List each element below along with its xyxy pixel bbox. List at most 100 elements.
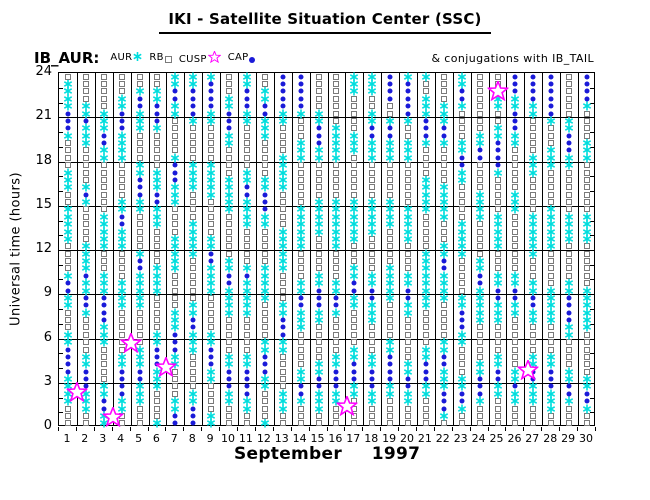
marker-rb [226, 405, 232, 412]
marker-cap [101, 295, 107, 301]
marker-aur [350, 263, 359, 273]
marker-cap [566, 391, 572, 397]
marker-rb [512, 147, 519, 154]
marker-rb [369, 95, 376, 102]
marker-aur [189, 72, 198, 82]
marker-rb [369, 103, 376, 110]
marker-cap [119, 369, 125, 375]
marker-rb [458, 199, 465, 206]
gridline-v [310, 73, 311, 425]
marker-aur [135, 109, 144, 119]
marker-cap [423, 361, 429, 367]
marker-rb [208, 132, 215, 139]
marker-rb [315, 88, 322, 95]
marker-rb [476, 324, 483, 331]
legend-item-rb: RB [149, 52, 172, 64]
marker-cap [137, 192, 142, 198]
marker-rb [208, 294, 215, 301]
marker-rb [476, 420, 483, 427]
marker-cap [83, 118, 89, 124]
marker-rb [405, 420, 411, 427]
marker-aur [350, 197, 359, 207]
marker-rb [494, 346, 501, 353]
marker-aur [242, 109, 251, 119]
marker-cap [137, 103, 142, 109]
day-label: 26 [507, 432, 522, 445]
marker-rb [584, 353, 590, 360]
marker-cap [530, 96, 536, 102]
marker-rb [243, 147, 250, 154]
marker-rb [422, 235, 429, 242]
marker-rb [387, 235, 394, 242]
marker-rb [566, 258, 573, 265]
marker-cap [566, 383, 572, 389]
rb-square-icon [164, 56, 172, 63]
marker-rb [422, 317, 429, 324]
marker-cap [119, 111, 125, 117]
marker-rb [172, 125, 179, 132]
marker-aur [242, 197, 251, 207]
marker-cap [280, 103, 286, 109]
marker-aur [403, 116, 413, 126]
marker-rb [190, 206, 197, 213]
marker-aur [582, 286, 592, 296]
cap-dot-icon [249, 57, 256, 63]
y-minor-tick [59, 191, 63, 192]
marker-rb [64, 199, 71, 206]
x-tick [94, 427, 95, 431]
marker-rb [530, 191, 537, 198]
marker-aur [260, 175, 269, 185]
marker-aur [135, 160, 144, 170]
marker-cap [262, 192, 268, 198]
marker-rb [548, 258, 555, 265]
gridline-v [149, 73, 150, 425]
y-minor-tick [59, 324, 63, 325]
marker-rb [440, 88, 447, 95]
y-minor-tick [59, 279, 63, 280]
marker-rb [261, 235, 268, 242]
marker-aur [296, 109, 305, 119]
gridline-h [59, 206, 594, 207]
marker-aur [260, 263, 269, 273]
marker-rb [333, 73, 340, 80]
marker-aur [403, 389, 413, 399]
marker-rb [226, 317, 232, 324]
marker-rb [100, 162, 107, 169]
marker-cap [423, 369, 429, 375]
marker-rb [422, 309, 429, 316]
marker-rb [172, 132, 179, 139]
marker-rb [422, 243, 429, 250]
marker-cap [477, 155, 483, 161]
marker-aur [332, 352, 341, 362]
marker-rb [494, 339, 501, 346]
marker-aur [117, 227, 126, 237]
marker-rb [154, 81, 161, 88]
marker-rb [476, 88, 483, 95]
marker-cap [172, 88, 178, 94]
marker-rb [154, 132, 161, 139]
gridline-v [524, 73, 525, 425]
marker-cap [244, 383, 250, 389]
marker-rb [351, 250, 358, 257]
y-minor-tick [59, 235, 63, 236]
marker-rb [261, 309, 268, 316]
marker-cap [387, 376, 393, 382]
marker-cap [137, 369, 142, 375]
page-title: IKI - Satellite Situation Center (SSC) [159, 10, 491, 34]
marker-aur [439, 182, 448, 192]
marker-cap [298, 74, 304, 80]
title-wrap: IKI - Satellite Situation Center (SSC) [0, 9, 650, 34]
marker-rb [458, 272, 465, 279]
marker-rb [154, 309, 161, 316]
day-label: 29 [561, 432, 576, 445]
marker-cap [190, 324, 196, 330]
marker-rb [279, 368, 286, 375]
marker-aur [475, 256, 484, 266]
day-label: 6 [152, 432, 160, 445]
marker-rb [333, 265, 340, 272]
marker-rb [136, 140, 143, 147]
marker-rb [512, 353, 519, 360]
y-minor-tick [59, 398, 63, 399]
marker-cap [83, 192, 89, 198]
marker-cap [244, 103, 250, 109]
